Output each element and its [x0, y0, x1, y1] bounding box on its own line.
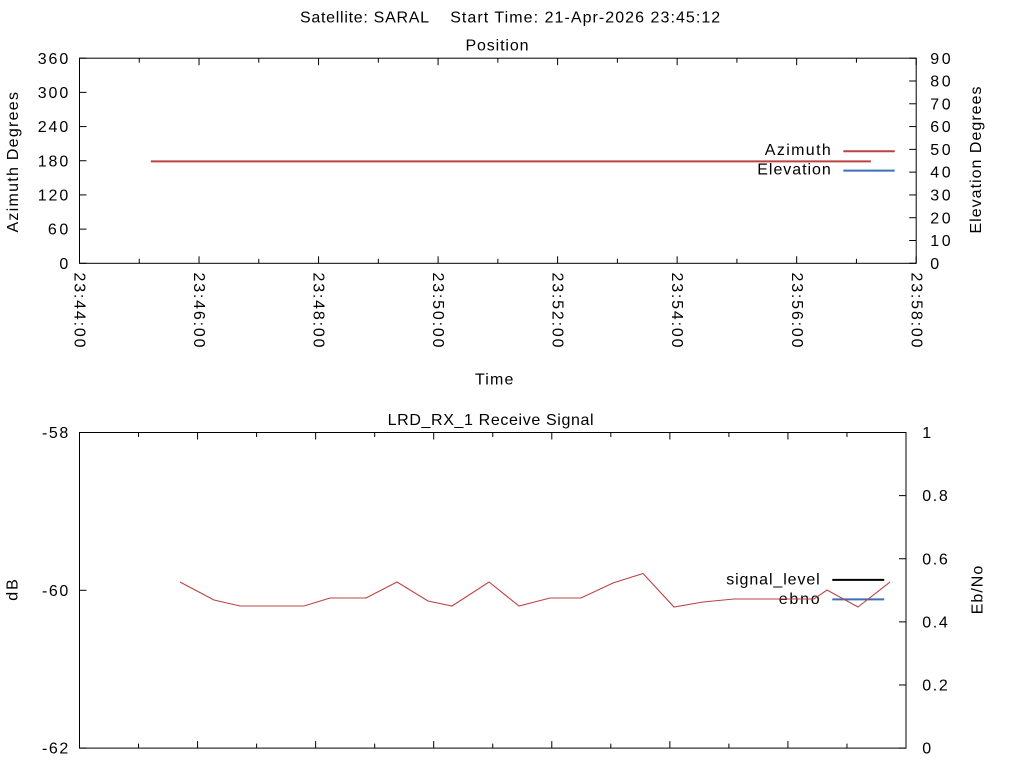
svg-text:-58: -58: [42, 425, 68, 442]
svg-text:Position: Position: [466, 38, 529, 55]
svg-text:23:46:00: 23:46:00: [190, 273, 207, 348]
svg-text:0.6: 0.6: [922, 551, 948, 568]
svg-text:0.2: 0.2: [922, 678, 948, 695]
svg-text:0.4: 0.4: [922, 615, 948, 632]
svg-text:Elevation Degrees: Elevation Degrees: [968, 87, 985, 234]
svg-text:300: 300: [38, 85, 69, 102]
svg-text:-62: -62: [42, 741, 68, 758]
svg-text:Start Time: 21-Apr-2026 23:45:: Start Time: 21-Apr-2026 23:45:12: [450, 9, 720, 26]
svg-text:Azimuth: Azimuth: [765, 142, 831, 159]
svg-text:0: 0: [59, 256, 68, 273]
svg-text:240: 240: [38, 119, 69, 136]
svg-text:23:56:00: 23:56:00: [788, 273, 805, 348]
svg-text:Azimuth Degrees: Azimuth Degrees: [5, 92, 22, 233]
svg-text:23:52:00: 23:52:00: [549, 273, 566, 348]
svg-text:Time: Time: [475, 371, 514, 388]
svg-text:0.8: 0.8: [922, 488, 948, 505]
svg-text:360: 360: [38, 51, 69, 68]
svg-text:signal_level: signal_level: [726, 572, 820, 589]
svg-text:0: 0: [930, 256, 939, 273]
svg-text:0: 0: [922, 741, 931, 758]
svg-text:23:58:00: 23:58:00: [907, 273, 924, 348]
svg-text:23:48:00: 23:48:00: [310, 273, 327, 348]
svg-text:Eb/No: Eb/No: [970, 566, 987, 615]
svg-text:23:54:00: 23:54:00: [668, 273, 685, 348]
svg-text:180: 180: [38, 153, 69, 170]
svg-text:Satellite: SARAL: Satellite: SARAL: [300, 9, 429, 26]
svg-text:23:44:00: 23:44:00: [71, 273, 88, 348]
svg-text:1: 1: [922, 425, 931, 442]
svg-text:Elevation: Elevation: [757, 162, 831, 179]
svg-text:120: 120: [38, 188, 69, 205]
svg-text:LRD_RX_1 Receive Signal: LRD_RX_1 Receive Signal: [388, 412, 594, 429]
svg-text:-60: -60: [42, 583, 68, 600]
svg-text:dB: dB: [5, 579, 22, 601]
svg-text:23:50:00: 23:50:00: [429, 273, 446, 348]
